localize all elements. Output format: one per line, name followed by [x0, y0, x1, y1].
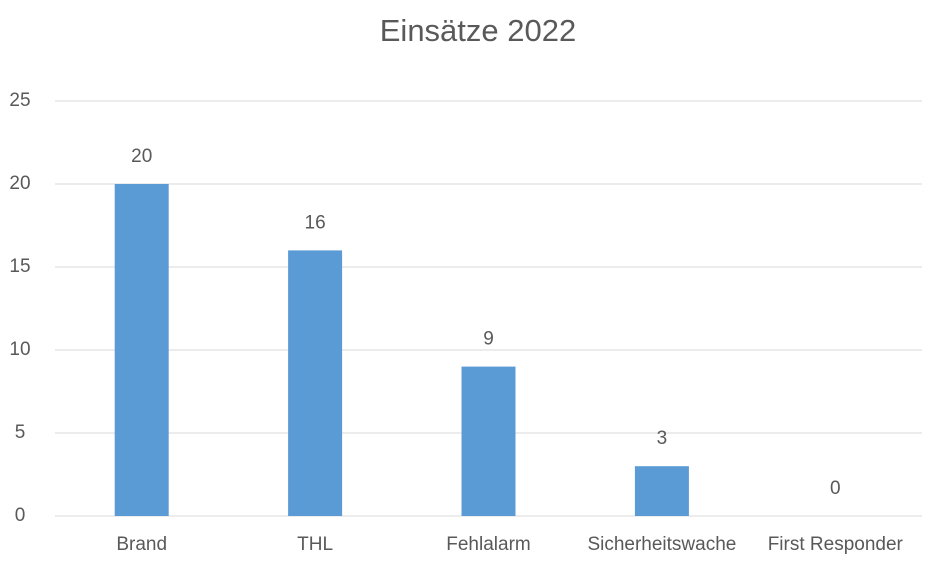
y-tick-label: 25 — [9, 90, 30, 111]
x-tick-label: THL — [297, 534, 333, 555]
y-tick-label: 20 — [9, 173, 30, 194]
data-label: 20 — [131, 146, 152, 167]
bar — [461, 366, 516, 516]
bar — [288, 250, 343, 516]
x-tick-label: Sicherheitswache — [587, 534, 736, 555]
x-tick-label: Fehlalarm — [446, 534, 530, 555]
data-label: 16 — [305, 212, 326, 233]
chart-title: Einsätze 2022 — [380, 13, 576, 48]
bar — [634, 466, 689, 516]
y-tick-label: 0 — [15, 505, 26, 526]
bar — [114, 184, 169, 516]
data-label: 0 — [830, 478, 841, 499]
x-tick-label: Brand — [116, 534, 167, 555]
y-tick-label: 15 — [9, 256, 30, 277]
x-tick-label: First Responder — [768, 534, 904, 555]
data-label: 3 — [657, 428, 668, 449]
y-tick-label: 5 — [15, 422, 26, 443]
data-label: 9 — [483, 329, 494, 350]
y-tick-label: 10 — [9, 339, 30, 360]
